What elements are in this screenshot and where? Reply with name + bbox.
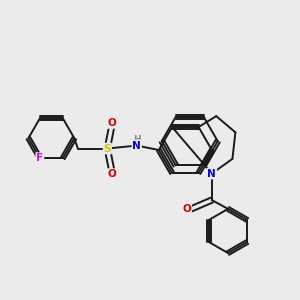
Text: O: O (107, 118, 116, 128)
Text: N: N (208, 169, 216, 178)
Text: O: O (182, 204, 191, 214)
Text: F: F (36, 153, 43, 163)
Text: N: N (132, 141, 141, 151)
Text: S: S (103, 143, 111, 154)
Text: H: H (133, 135, 141, 144)
Text: O: O (107, 169, 116, 179)
